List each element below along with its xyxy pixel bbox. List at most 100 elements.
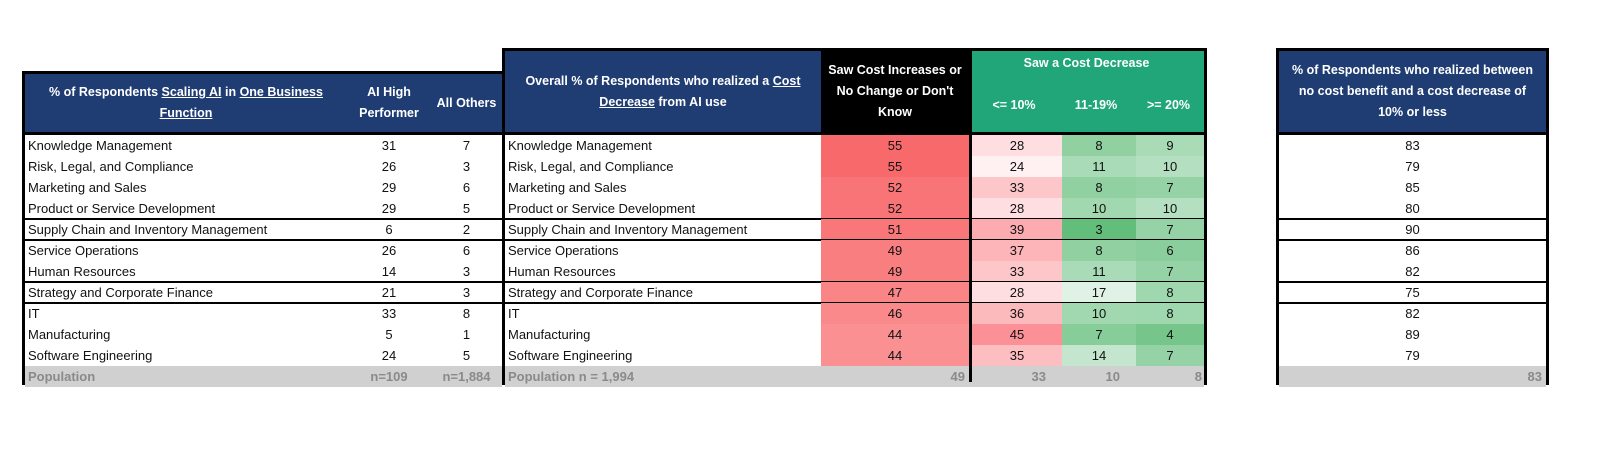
row-label: Human Resources — [508, 264, 616, 279]
group-divider — [25, 218, 502, 220]
table-row: 82 — [1279, 303, 1546, 324]
col-header-11-19: 11-19% — [1074, 98, 1118, 112]
cost-increase-value: 55 — [821, 156, 969, 177]
mid-value: 8 — [1062, 177, 1136, 198]
cost-increase-value: 52 — [821, 177, 969, 198]
row-label: Knowledge Management — [28, 138, 172, 153]
row-label: Manufacturing — [508, 327, 591, 342]
table-row: 79 — [1279, 156, 1546, 177]
header-divider — [25, 132, 502, 135]
mid-value: 8 — [1062, 135, 1136, 156]
cost-increase-value: 51 — [821, 219, 969, 240]
table-no-benefit-to-10pct: % of Respondents who realized between no… — [1276, 48, 1549, 387]
col-header-cost-increase: Saw Cost Increases or No Change or Don't… — [821, 51, 969, 132]
no-benefit-to-10pct-value: 80 — [1405, 201, 1420, 216]
col-header-all-others: All Others — [436, 95, 497, 110]
row-label: IT — [28, 306, 40, 321]
table-row: Human Resources 14 3 — [25, 261, 502, 282]
all-others-value: 6 — [462, 180, 471, 195]
all-others-value: 5 — [462, 348, 471, 363]
population-high: n=109 — [370, 369, 408, 384]
row-label: Supply Chain and Inventory Management — [508, 222, 748, 237]
table-row: Marketing and Sales 29 6 — [25, 177, 502, 198]
all-others-value: 6 — [462, 243, 471, 258]
table-row: 85 — [1279, 177, 1546, 198]
group-divider — [1279, 218, 1546, 220]
ai-high-performer-value: 29 — [381, 201, 397, 216]
ai-high-performer-value: 31 — [381, 138, 397, 153]
ge20-value: 10 — [1136, 198, 1204, 219]
row-label: Strategy and Corporate Finance — [508, 285, 693, 300]
ai-high-performer-value: 33 — [381, 306, 397, 321]
table-row: Manufacturing 44 45 7 4 — [505, 324, 1204, 345]
cost-increase-value: 55 — [821, 135, 969, 156]
row-label: Risk, Legal, and Compliance — [28, 159, 194, 174]
all-others-value: 1 — [462, 327, 471, 342]
table-row: Manufacturing 5 1 — [25, 324, 502, 345]
all-others-value: 7 — [462, 138, 471, 153]
row-label: Risk, Legal, and Compliance — [508, 159, 674, 174]
row-label: Marketing and Sales — [28, 180, 147, 195]
table-row: Service Operations 26 6 — [25, 240, 502, 261]
population-le10: 33 — [1031, 369, 1046, 384]
mid-value: 8 — [1062, 240, 1136, 261]
group-divider — [25, 239, 502, 241]
no-benefit-to-10pct-value: 83 — [1405, 138, 1420, 153]
table1-header: % of Respondents Scaling AI in One Busin… — [25, 74, 502, 132]
row-label: Human Resources — [28, 264, 136, 279]
table-row: Software Engineering 24 5 — [25, 345, 502, 366]
population-row: Population n = 1,994 49 33 10 8 — [505, 366, 1204, 387]
row-label: Strategy and Corporate Finance — [28, 285, 213, 300]
population-row: 83 — [1279, 366, 1546, 387]
ge20-value: 7 — [1136, 219, 1204, 240]
table-row: Supply Chain and Inventory Management 51 3… — [505, 219, 1204, 240]
no-benefit-to-10pct-value: 82 — [1405, 264, 1420, 279]
le10-value: 37 — [972, 240, 1062, 261]
ge20-value: 6 — [1136, 240, 1204, 261]
all-others-value: 5 — [462, 201, 471, 216]
ge20-value: 9 — [1136, 135, 1204, 156]
row-label: Knowledge Management — [508, 138, 652, 153]
ai-high-performer-value: 21 — [381, 285, 397, 300]
le10-value: 45 — [972, 324, 1062, 345]
cost-increase-value: 49 — [821, 261, 969, 282]
table1-title: % of Respondents Scaling AI in One Busin… — [49, 85, 323, 120]
group-divider — [1279, 302, 1546, 304]
table-row: 89 — [1279, 324, 1546, 345]
ge20-value: 7 — [1136, 345, 1204, 366]
table-row: Product or Service Development 29 5 — [25, 198, 502, 219]
population-others: n=1,884 — [442, 369, 491, 384]
no-benefit-to-10pct-value: 75 — [1405, 285, 1420, 300]
table-row: 82 — [1279, 261, 1546, 282]
mid-value: 17 — [1062, 282, 1136, 303]
row-label: Supply Chain and Inventory Management — [28, 222, 268, 237]
table-row: Knowledge Management 31 7 — [25, 135, 502, 156]
mid-value: 14 — [1062, 345, 1136, 366]
row-label: Software Engineering — [28, 348, 153, 363]
table-row: Strategy and Corporate Finance 47 28 17 8 — [505, 282, 1204, 303]
le10-value: 33 — [972, 177, 1062, 198]
ai-high-performer-value: 14 — [381, 264, 397, 279]
group-header-cost-decrease: Saw a Cost Decrease <= 10% 11-19% >= 20% — [969, 51, 1204, 132]
population-label: Population n = 1,994 — [508, 369, 635, 384]
population-increase: 49 — [950, 369, 965, 384]
table2-title: Overall % of Respondents who realized a … — [505, 51, 821, 132]
row-label: IT — [508, 306, 520, 321]
ge20-value: 8 — [1136, 303, 1204, 324]
mid-value: 11 — [1062, 261, 1136, 282]
table-row: 75 — [1279, 282, 1546, 303]
population-value: 83 — [1527, 369, 1542, 384]
row-label: Service Operations — [28, 243, 139, 258]
mid-value: 10 — [1062, 303, 1136, 324]
all-others-value: 3 — [462, 264, 471, 279]
ai-high-performer-value: 24 — [381, 348, 397, 363]
table-row: Risk, Legal, and Compliance 55 24 11 10 — [505, 156, 1204, 177]
all-others-value: 8 — [462, 306, 471, 321]
no-benefit-to-10pct-value: 86 — [1405, 243, 1420, 258]
ai-high-performer-value: 26 — [381, 243, 397, 258]
group-divider — [1279, 239, 1546, 241]
mid-value: 7 — [1062, 324, 1136, 345]
row-label: Product or Service Development — [28, 201, 216, 216]
table-row: IT 33 8 — [25, 303, 502, 324]
row-label: Software Engineering — [508, 348, 633, 363]
